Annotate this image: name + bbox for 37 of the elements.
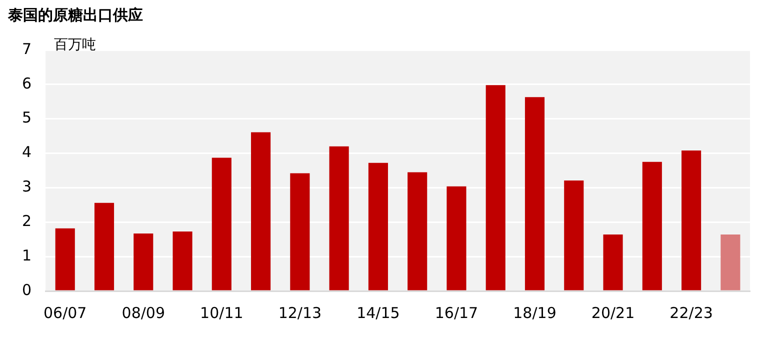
bar — [564, 180, 584, 290]
x-tick-label: 08/09 — [122, 304, 165, 322]
y-axis-title: 百万吨 — [54, 36, 96, 54]
y-tick-label: 3 — [22, 178, 32, 196]
bar — [603, 234, 623, 290]
bar — [642, 162, 662, 290]
bar — [134, 234, 154, 290]
bar — [486, 85, 506, 290]
bar — [172, 231, 192, 290]
x-tick-label: 16/17 — [434, 304, 478, 322]
bar — [212, 158, 232, 290]
y-tick-label: 7 — [22, 40, 32, 58]
x-tick-label: 20/21 — [591, 304, 635, 322]
x-tick-label: 14/15 — [356, 304, 400, 322]
y-tick-label: 6 — [22, 74, 32, 92]
bar — [368, 162, 388, 290]
bar — [290, 173, 310, 290]
x-tick-label: 12/13 — [278, 304, 322, 322]
bar — [446, 186, 466, 290]
x-tick-label: 18/19 — [513, 304, 556, 322]
bar — [329, 146, 349, 290]
bar — [251, 132, 271, 290]
y-tick-label: 4 — [22, 143, 32, 162]
y-tick-label: 1 — [22, 246, 32, 264]
y-tick-label: 5 — [22, 108, 32, 127]
bar — [94, 202, 114, 290]
x-tick-label: 06/07 — [43, 304, 87, 322]
bar — [524, 97, 545, 290]
x-tick-label: 22/23 — [670, 304, 713, 322]
bar — [55, 228, 75, 290]
chart-title: 泰国的原糖出口供应 — [8, 6, 143, 25]
y-tick-label: 0 — [22, 280, 32, 299]
y-tick-label: 2 — [22, 212, 32, 230]
bar — [682, 150, 702, 290]
bar — [720, 234, 740, 290]
x-tick-label: 10/11 — [200, 304, 244, 322]
bar — [408, 172, 428, 290]
